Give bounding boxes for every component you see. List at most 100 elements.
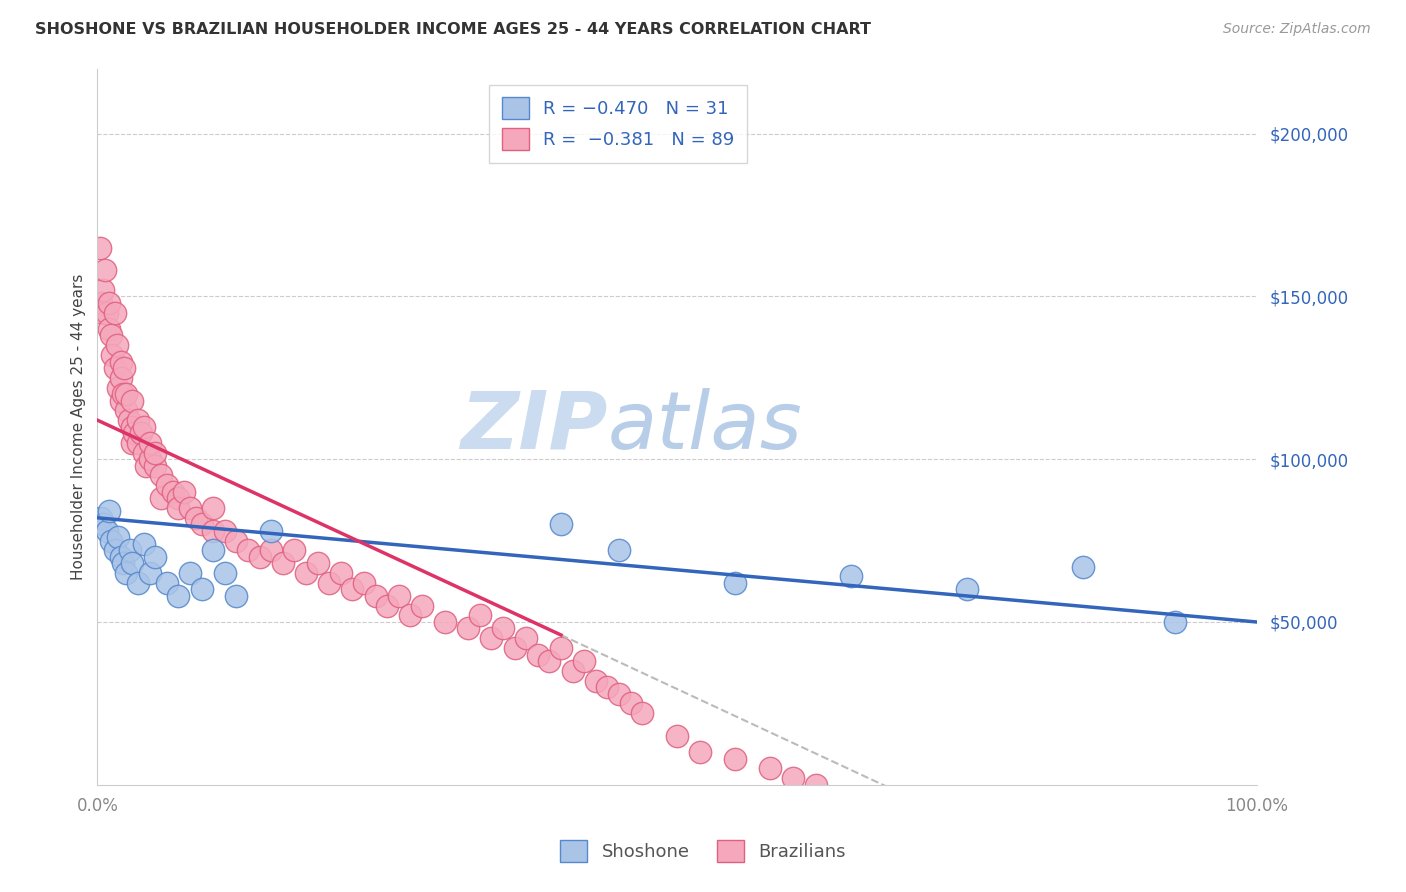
Point — [97, 296, 120, 310]
Point — [550, 640, 572, 655]
Point — [342, 582, 364, 597]
Point — [104, 543, 127, 558]
Point — [124, 426, 146, 441]
Point — [132, 445, 155, 459]
Point — [97, 504, 120, 518]
Point — [1071, 559, 1094, 574]
Point — [353, 575, 375, 590]
Point — [260, 524, 283, 538]
Point — [399, 608, 422, 623]
Point — [214, 566, 236, 581]
Point — [375, 599, 398, 613]
Point — [329, 566, 352, 581]
Point — [364, 589, 387, 603]
Point — [318, 575, 340, 590]
Point — [110, 549, 132, 564]
Point — [112, 361, 135, 376]
Point — [107, 530, 129, 544]
Point — [538, 654, 561, 668]
Point — [179, 501, 201, 516]
Point — [104, 306, 127, 320]
Point — [100, 328, 122, 343]
Point — [596, 680, 619, 694]
Point — [468, 608, 491, 623]
Point — [631, 706, 654, 720]
Point — [132, 537, 155, 551]
Point — [173, 484, 195, 499]
Point — [619, 697, 641, 711]
Point — [515, 632, 537, 646]
Point — [110, 393, 132, 408]
Point — [96, 524, 118, 538]
Point — [1164, 615, 1187, 629]
Point — [132, 419, 155, 434]
Point — [179, 566, 201, 581]
Point — [100, 533, 122, 548]
Point — [91, 283, 114, 297]
Point — [121, 557, 143, 571]
Point — [411, 599, 433, 613]
Point — [115, 566, 138, 581]
Point — [724, 752, 747, 766]
Point — [607, 543, 630, 558]
Point — [138, 436, 160, 450]
Point — [115, 387, 138, 401]
Point — [503, 640, 526, 655]
Point — [225, 589, 247, 603]
Point — [574, 654, 596, 668]
Point — [202, 501, 225, 516]
Y-axis label: Householder Income Ages 25 - 44 years: Householder Income Ages 25 - 44 years — [72, 274, 86, 580]
Point — [260, 543, 283, 558]
Point — [101, 348, 124, 362]
Point — [110, 354, 132, 368]
Point — [492, 622, 515, 636]
Point — [585, 673, 607, 688]
Point — [143, 445, 166, 459]
Point — [115, 403, 138, 417]
Point — [104, 361, 127, 376]
Point — [156, 575, 179, 590]
Point — [481, 632, 503, 646]
Point — [295, 566, 318, 581]
Point — [121, 419, 143, 434]
Point — [150, 491, 173, 506]
Text: atlas: atlas — [607, 388, 803, 466]
Point — [111, 557, 134, 571]
Point — [190, 582, 212, 597]
Point — [804, 778, 827, 792]
Point — [202, 543, 225, 558]
Point — [105, 338, 128, 352]
Point — [143, 549, 166, 564]
Point — [121, 393, 143, 408]
Point — [724, 575, 747, 590]
Legend: Shoshone, Brazilians: Shoshone, Brazilians — [553, 833, 853, 870]
Point — [127, 575, 149, 590]
Point — [167, 589, 190, 603]
Text: SHOSHONE VS BRAZILIAN HOUSEHOLDER INCOME AGES 25 - 44 YEARS CORRELATION CHART: SHOSHONE VS BRAZILIAN HOUSEHOLDER INCOME… — [35, 22, 872, 37]
Point — [127, 413, 149, 427]
Point — [527, 648, 550, 662]
Point — [457, 622, 479, 636]
Point — [96, 306, 118, 320]
Point — [225, 533, 247, 548]
Point — [782, 771, 804, 785]
Point — [131, 426, 153, 441]
Point — [91, 517, 114, 532]
Text: Source: ZipAtlas.com: Source: ZipAtlas.com — [1223, 22, 1371, 37]
Point — [434, 615, 457, 629]
Point — [162, 484, 184, 499]
Point — [97, 322, 120, 336]
Point — [283, 543, 305, 558]
Point — [388, 589, 411, 603]
Point — [117, 413, 139, 427]
Point — [956, 582, 979, 597]
Point — [202, 524, 225, 538]
Point — [607, 687, 630, 701]
Point — [107, 380, 129, 394]
Point — [94, 263, 117, 277]
Point — [249, 549, 271, 564]
Text: ZIP: ZIP — [460, 388, 607, 466]
Point — [665, 729, 688, 743]
Point — [91, 306, 114, 320]
Point — [90, 510, 112, 524]
